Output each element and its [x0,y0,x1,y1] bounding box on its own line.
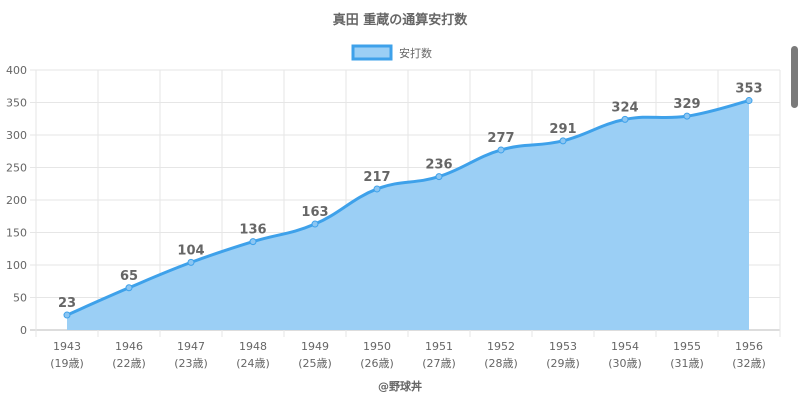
x-tick-sublabel: (26歳) [360,357,394,370]
x-tick-sublabel: (23歳) [174,357,208,370]
x-tick-label: 1946 [115,340,143,353]
y-tick-label: 150 [6,227,27,240]
data-point [745,97,753,105]
x-tick-sublabel: (30歳) [608,357,642,370]
data-label: 324 [611,100,638,115]
data-point [683,112,691,120]
data-label: 236 [425,158,452,173]
data-label: 291 [549,122,576,137]
data-point [311,220,319,228]
y-tick-label: 400 [6,64,27,77]
chart-footer: @野球丼 [378,379,422,393]
x-tick-sublabel: (32歳) [732,357,766,370]
x-tick-sublabel: (19歳) [50,357,84,370]
data-label: 23 [58,296,76,311]
x-tick-label: 1949 [301,340,329,353]
x-tick-label: 1948 [239,340,267,353]
data-point [559,137,567,145]
data-point [125,284,133,292]
x-tick-label: 1943 [53,340,81,353]
y-tick-label: 50 [13,292,27,305]
data-label: 65 [120,269,138,284]
x-tick-label: 1955 [673,340,701,353]
data-point [621,115,629,123]
x-tick-sublabel: (22歳) [112,357,146,370]
data-label: 217 [363,170,390,185]
data-point [187,258,195,266]
x-tick-label: 1952 [487,340,515,353]
y-tick-label: 300 [6,129,27,142]
legend-label: 安打数 [399,46,432,60]
data-label: 104 [177,243,204,258]
x-tick-label: 1950 [363,340,391,353]
y-tick-label: 0 [20,324,27,337]
x-tick-sublabel: (31歳) [670,357,704,370]
data-label: 329 [673,97,700,112]
x-tick-label: 1951 [425,340,453,353]
data-point [497,146,505,154]
data-label: 136 [239,223,266,238]
x-tick-sublabel: (24歳) [236,357,270,370]
x-tick-sublabel: (27歳) [422,357,456,370]
data-label: 353 [735,82,762,97]
x-tick-sublabel: (29歳) [546,357,580,370]
series-area [67,100,749,330]
data-point [373,185,381,193]
data-point [249,238,257,246]
data-label: 277 [487,131,514,146]
y-tick-label: 200 [6,194,27,207]
x-tick-label: 1954 [611,340,639,353]
x-tick-sublabel: (25歳) [298,357,332,370]
x-tick-label: 1953 [549,340,577,353]
y-tick-label: 100 [6,259,27,272]
data-point [435,173,443,181]
chart-title: 真田 重蔵の通算安打数 [333,12,469,28]
x-tick-sublabel: (28歳) [484,357,518,370]
data-label: 163 [301,205,328,220]
data-point [63,311,71,319]
x-tick-label: 1956 [735,340,763,353]
scrollbar[interactable] [791,46,798,108]
legend-swatch [351,44,393,61]
y-tick-label: 350 [6,97,27,110]
y-tick-label: 250 [6,162,27,175]
x-tick-label: 1947 [177,340,205,353]
